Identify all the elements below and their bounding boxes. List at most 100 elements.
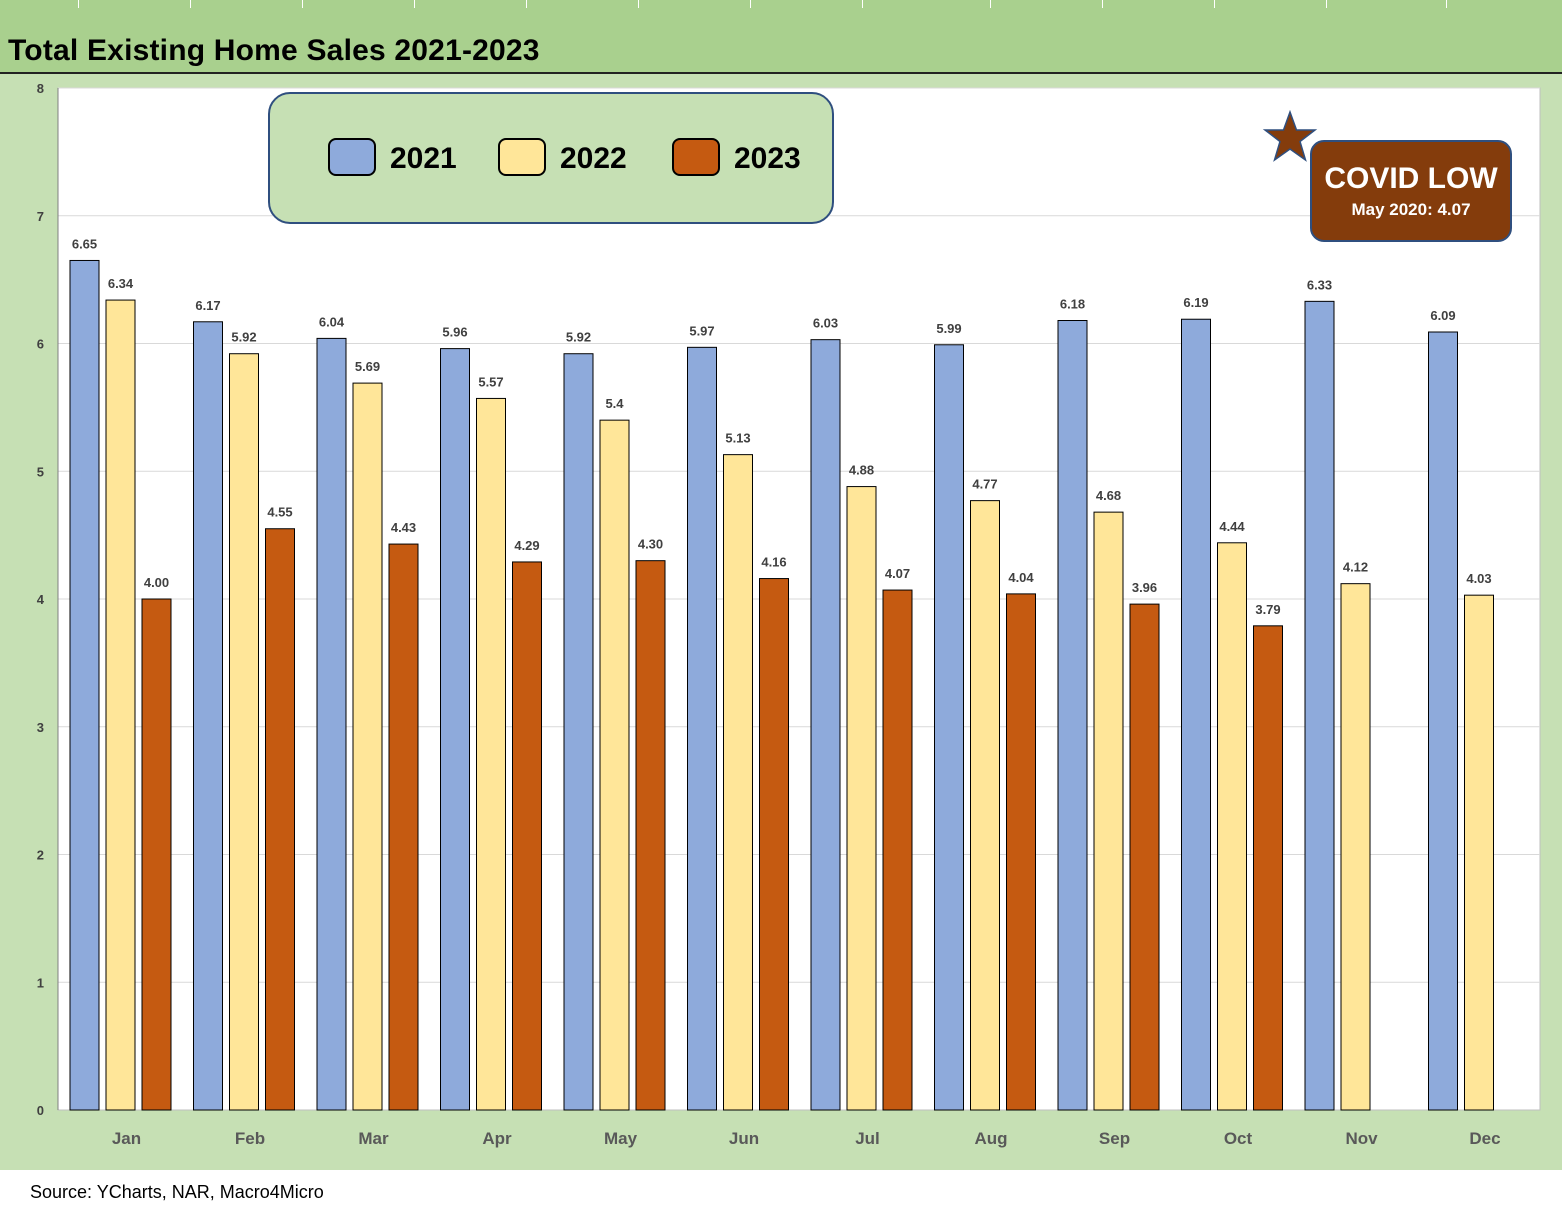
data-label: 4.04 xyxy=(1008,570,1034,585)
bar-2022-oct xyxy=(1217,542,1247,1111)
data-label: 4.00 xyxy=(144,575,169,590)
sheet-gridline xyxy=(1326,0,1327,8)
data-label: 6.33 xyxy=(1307,277,1332,292)
x-tick-label: May xyxy=(604,1129,638,1148)
x-tick-label: Sep xyxy=(1099,1129,1130,1148)
x-tick-label: Feb xyxy=(235,1129,265,1148)
bar-2022-apr xyxy=(476,397,506,1111)
data-label: 6.09 xyxy=(1430,308,1455,323)
bar-2023-sep xyxy=(1129,603,1160,1111)
y-tick-label: 1 xyxy=(37,975,44,990)
y-tick-label: 7 xyxy=(37,209,44,224)
x-tick-label: Jul xyxy=(855,1129,880,1148)
data-label: 4.16 xyxy=(761,555,786,570)
data-label: 5.92 xyxy=(566,330,591,345)
bar-2022-sep xyxy=(1093,511,1124,1111)
star-icon xyxy=(1262,110,1318,162)
x-tick-label: Mar xyxy=(358,1129,389,1148)
x-tick-label: Dec xyxy=(1469,1129,1500,1148)
data-label: 6.34 xyxy=(108,276,134,291)
bar-2021-jan xyxy=(69,259,100,1111)
bar-2022-may xyxy=(599,419,630,1111)
data-label: 5.69 xyxy=(355,359,380,374)
data-label: 5.57 xyxy=(478,374,503,389)
sheet-gridline xyxy=(78,0,79,8)
data-label: 6.03 xyxy=(813,316,838,331)
data-label: 5.96 xyxy=(442,325,467,340)
bar-2023-apr xyxy=(512,561,542,1111)
data-label: 4.68 xyxy=(1096,488,1121,503)
y-tick-label: 5 xyxy=(37,464,44,479)
bar-2021-nov xyxy=(1304,300,1335,1111)
bar-2022-dec xyxy=(1464,594,1494,1111)
data-label: 3.96 xyxy=(1132,580,1157,595)
sheet-gridline xyxy=(750,0,751,8)
sheet-gridline xyxy=(526,0,527,8)
data-label: 6.19 xyxy=(1183,295,1208,310)
bar-2021-aug xyxy=(934,344,964,1111)
data-label: 4.55 xyxy=(267,505,292,520)
bar-2023-mar xyxy=(388,543,419,1111)
chart-legend: 2021 2022 2023 xyxy=(268,92,834,224)
sheet-gridline xyxy=(190,0,191,8)
bar-2022-jul xyxy=(846,486,877,1111)
data-label: 3.79 xyxy=(1255,602,1280,617)
bar-2023-jul xyxy=(882,589,913,1111)
legend-label: 2023 xyxy=(734,142,801,175)
bar-2023-may xyxy=(635,560,666,1111)
data-label: 4.88 xyxy=(849,463,874,478)
data-label: 5.99 xyxy=(936,321,961,336)
covid-callout-subtitle: May 2020: 4.07 xyxy=(1351,200,1471,219)
y-tick-label: 8 xyxy=(37,81,44,96)
y-tick-label: 3 xyxy=(37,720,44,735)
bar-2022-jun xyxy=(723,454,753,1111)
bar-2021-mar xyxy=(316,337,347,1111)
bar-2021-oct xyxy=(1181,318,1211,1111)
data-label: 5.4 xyxy=(605,396,624,411)
bar-2022-nov xyxy=(1340,583,1371,1111)
legend-swatch xyxy=(672,138,720,176)
bar-2022-jan xyxy=(105,299,136,1111)
bar-2023-jan xyxy=(141,598,172,1111)
legend-swatch xyxy=(498,138,546,176)
sheet-gridline xyxy=(414,0,415,8)
bar-2021-jun xyxy=(687,346,717,1111)
bar-2022-feb xyxy=(229,353,259,1111)
data-label: 4.12 xyxy=(1343,560,1368,575)
sheet-gridline xyxy=(638,0,639,8)
data-label: 5.92 xyxy=(231,330,256,345)
bar-2023-aug xyxy=(1006,593,1036,1111)
source-note: Source: YCharts, NAR, Macro4Micro xyxy=(30,1182,324,1202)
sheet-gridline xyxy=(990,0,991,8)
data-label: 5.13 xyxy=(725,431,750,446)
bar-2023-jun xyxy=(759,578,789,1111)
y-tick-label: 2 xyxy=(37,848,44,863)
x-tick-label: Apr xyxy=(482,1129,512,1148)
bar-2023-feb xyxy=(265,528,295,1111)
page-title: Total Existing Home Sales 2021-2023 xyxy=(8,34,540,67)
bar-2021-may xyxy=(563,353,594,1111)
x-tick-label: Jan xyxy=(112,1129,141,1148)
bar-2021-dec xyxy=(1428,331,1458,1111)
sheet-gridline xyxy=(862,0,863,8)
y-tick-label: 6 xyxy=(37,337,44,352)
legend-swatch xyxy=(328,138,376,176)
x-tick-label: Jun xyxy=(729,1129,759,1148)
covid-low-callout: COVID LOW May 2020: 4.07 xyxy=(1310,140,1512,242)
data-label: 4.29 xyxy=(514,538,539,553)
x-tick-label: Oct xyxy=(1224,1129,1253,1148)
bar-2021-apr xyxy=(440,348,470,1111)
data-label: 4.07 xyxy=(885,566,910,581)
bar-2022-mar xyxy=(352,382,383,1111)
data-label: 6.65 xyxy=(72,236,97,251)
sheet-gridline xyxy=(302,0,303,8)
bar-chart: 0 1 2 3 4 5 6 7 8 6.65 6.34 4.00 Jan 6.17 5.92 4.55 Feb 6… xyxy=(37,81,1541,1148)
data-label: 4.43 xyxy=(391,520,416,535)
bar-2023-oct xyxy=(1253,625,1283,1111)
x-tick-label: Nov xyxy=(1345,1129,1378,1148)
title-band: Total Existing Home Sales 2021-2023 xyxy=(0,0,1562,74)
bar-2021-jul xyxy=(810,339,841,1111)
sheet-gridline xyxy=(1214,0,1215,8)
bar-2021-sep xyxy=(1057,320,1088,1111)
chart-area: 0 1 2 3 4 5 6 7 8 6.65 6.34 4.00 Jan 6.17 5.92 4.55 Feb 6… xyxy=(0,74,1562,1170)
